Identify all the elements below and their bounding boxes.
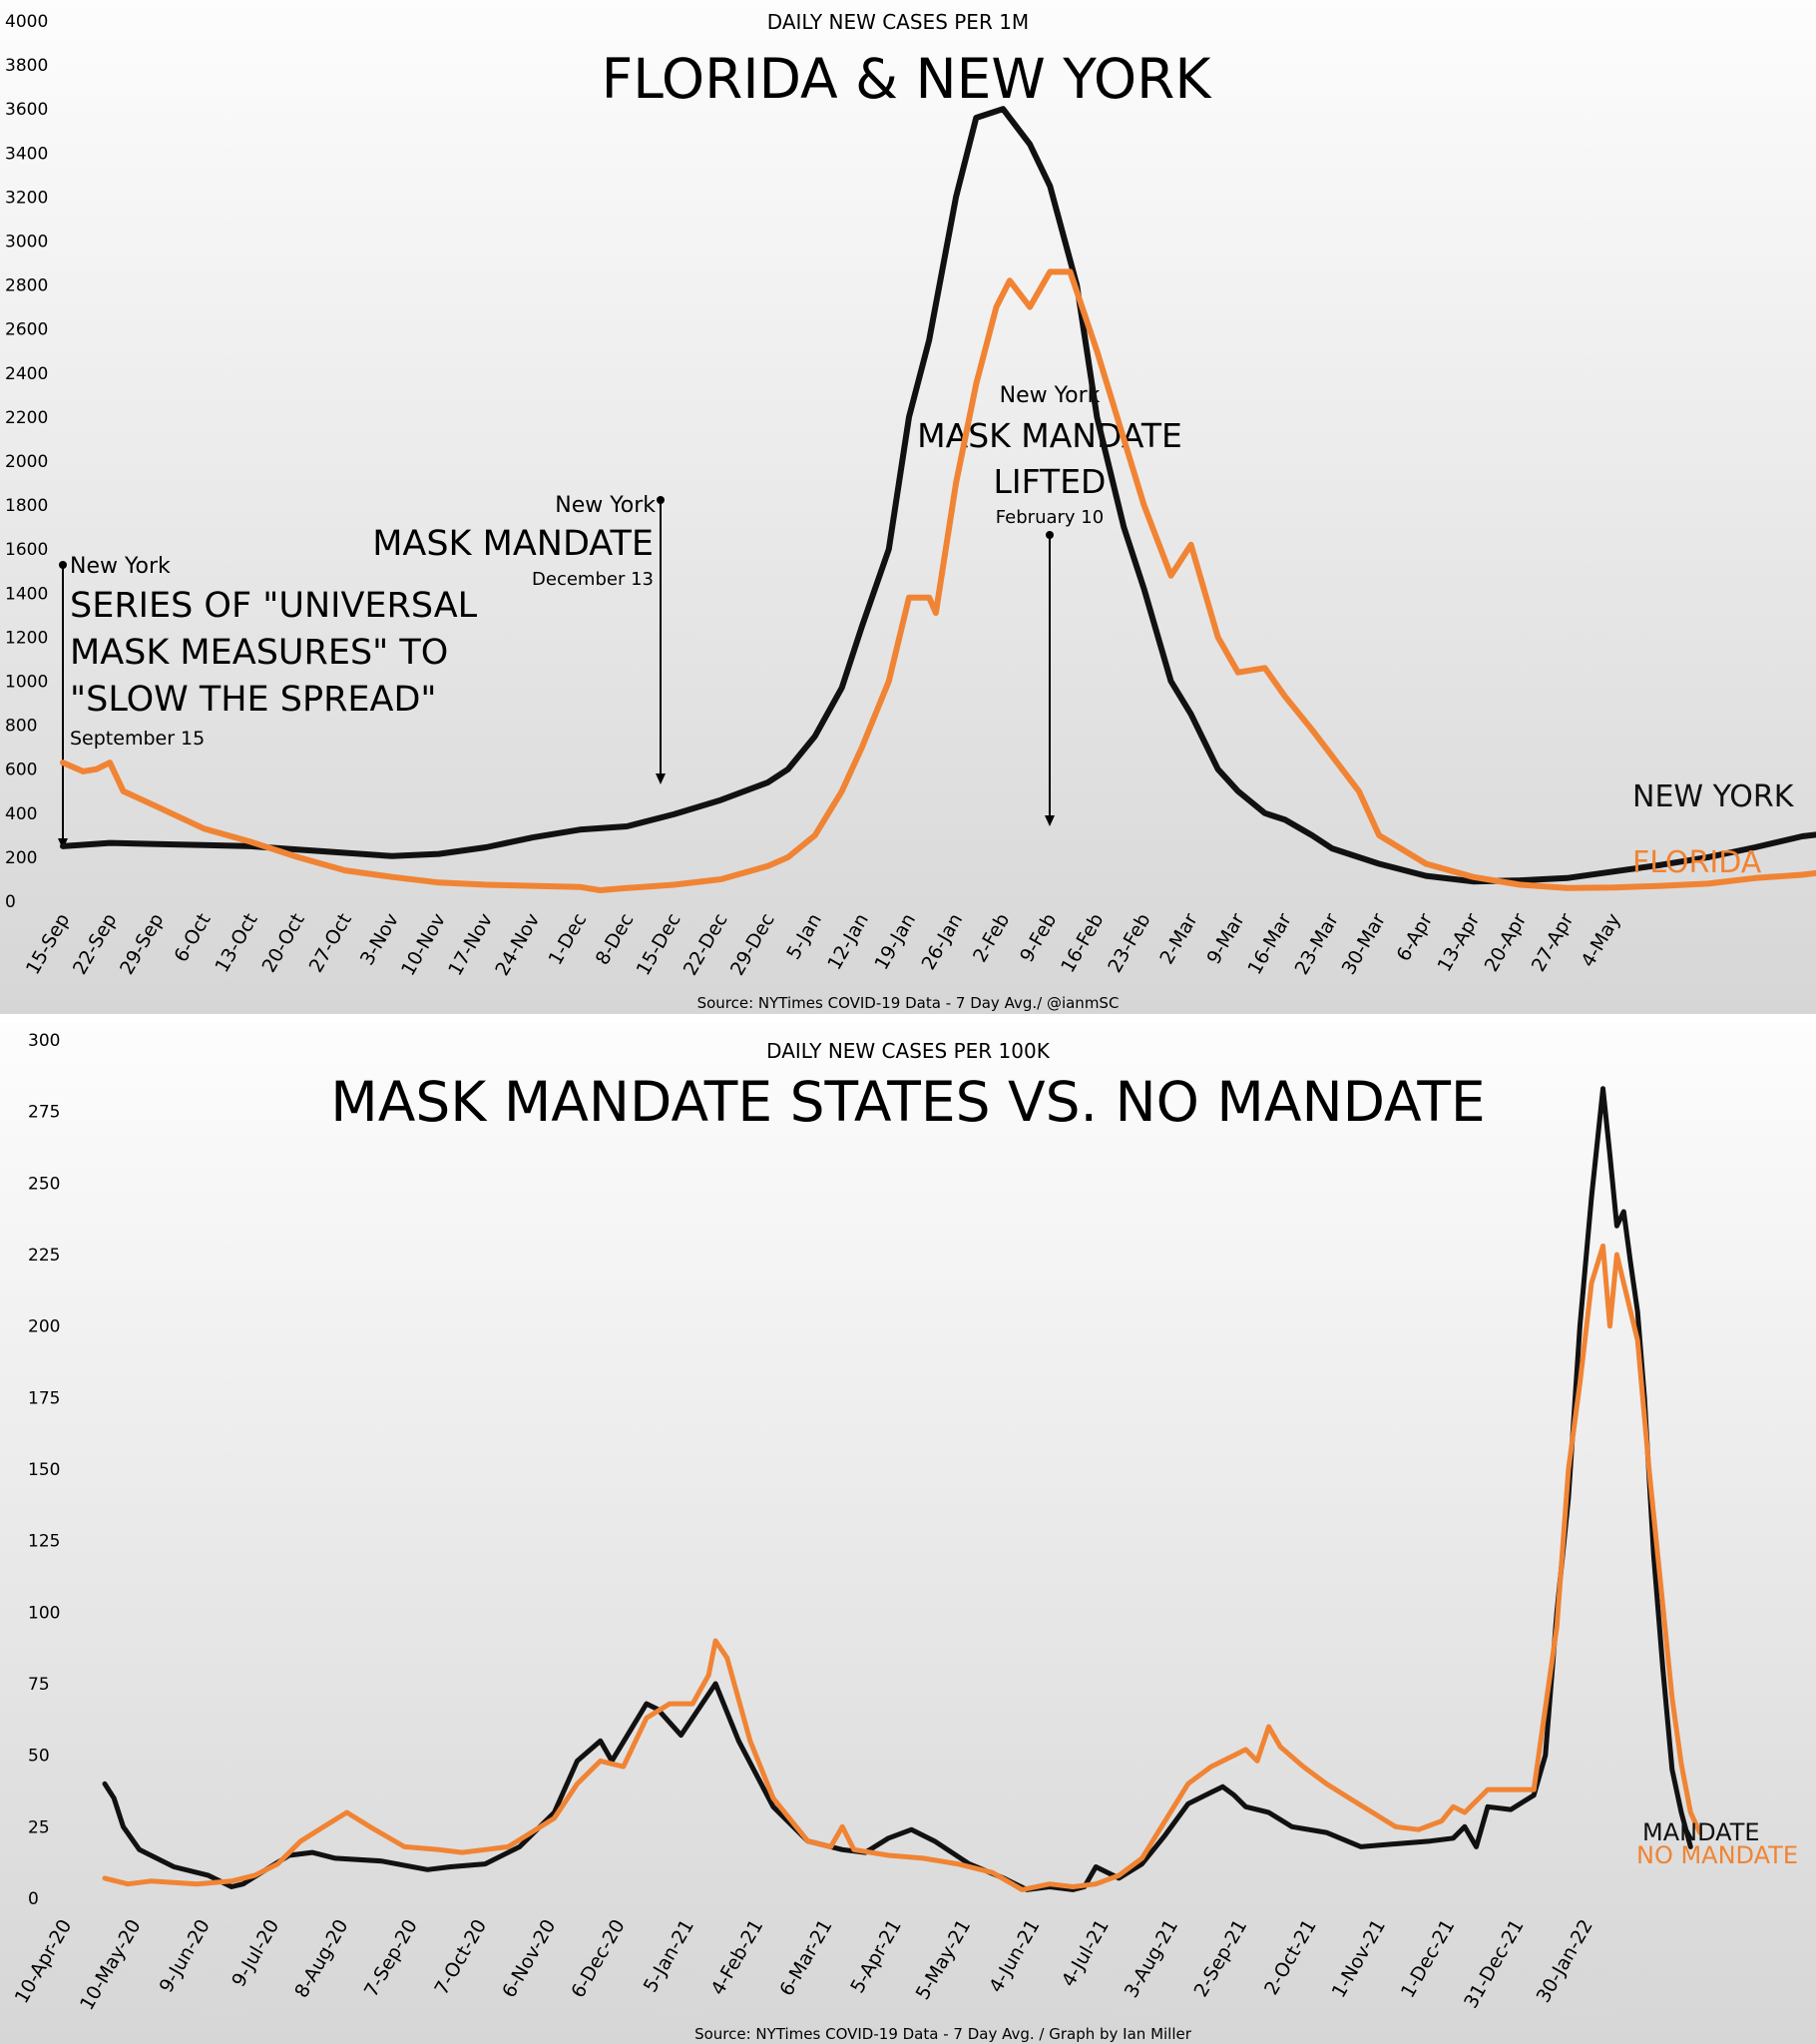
y-tick-2: 175 <box>28 1388 60 1408</box>
annotation-sep-dot <box>59 561 67 569</box>
annotation-feb-place: New York <box>1000 383 1101 408</box>
y-tick-2: 300 <box>28 1031 60 1051</box>
y-tick-1: 1000 <box>5 673 48 693</box>
y-tick-1: 2800 <box>5 276 48 296</box>
y-tick-1: 1200 <box>5 628 48 648</box>
y-tick-1: 1800 <box>5 496 48 516</box>
annotation-dec-date: December 13 <box>532 569 654 590</box>
y-tick-1: 4000 <box>5 12 48 32</box>
chart-1-title: FLORIDA & NEW YORK <box>602 47 1213 111</box>
annotation-dec-dot <box>657 496 665 504</box>
annotation-dec-place: New York <box>555 493 656 518</box>
annotation-sep-place: New York <box>70 554 171 579</box>
y-tick-2: 150 <box>28 1460 60 1480</box>
series-line-no-mandate <box>102 1243 1702 1892</box>
y-tick-2: 50 <box>28 1747 50 1767</box>
legend-no-mandate: NO MANDATE <box>1636 1841 1798 1869</box>
y-tick-2: 25 <box>28 1817 50 1837</box>
series-line-new-york <box>60 106 1816 885</box>
y-tick-2: 125 <box>28 1532 60 1552</box>
chart-2-subtitle: DAILY NEW CASES PER 100K <box>766 1039 1051 1063</box>
annotation-sep-date: September 15 <box>70 728 205 750</box>
y-tick-1: 3800 <box>5 56 48 76</box>
chart-2-title: MASK MANDATE STATES VS. NO MANDATE <box>330 1070 1485 1134</box>
chart-1-source: Source: NYTimes COVID-19 Data - 7 Day Av… <box>697 994 1120 1012</box>
y-tick-1: 2000 <box>5 452 48 472</box>
annotation-sep: New York SERIES OF "UNIVERSAL MASK MEASU… <box>58 554 478 849</box>
legend-new-york: NEW YORK <box>1632 779 1795 814</box>
chart-2-source: Source: NYTimes COVID-19 Data - 7 Day Av… <box>694 2025 1192 2043</box>
panel-2-background <box>0 1022 1816 2044</box>
y-tick-2: 0 <box>28 1889 39 1909</box>
legend-mandate: MANDATE <box>1642 1818 1760 1846</box>
annotation-sep-line-1: SERIES OF "UNIVERSAL <box>70 586 478 626</box>
series-line-florida <box>60 268 1816 893</box>
y-tick-2: 250 <box>28 1174 60 1194</box>
annotation-dec: New York MASK MANDATE December 13 <box>372 493 666 784</box>
annotation-feb-dot <box>1046 531 1054 539</box>
annotation-sep-line-3: "SLOW THE SPREAD" <box>70 680 437 720</box>
legend-florida: FLORIDA <box>1632 845 1762 880</box>
y-tick-1: 600 <box>5 761 37 780</box>
y-tick-1: 2400 <box>5 364 48 384</box>
y-tick-2: 200 <box>28 1317 60 1337</box>
annotation-dec-line-1: MASK MANDATE <box>372 524 654 564</box>
y-tick-1: 3200 <box>5 188 48 208</box>
y-tick-1: 2200 <box>5 408 48 428</box>
chart-1-subtitle: DAILY NEW CASES PER 1M <box>767 10 1029 34</box>
chart-2-series-lines <box>102 1086 1702 1892</box>
chart-2-y-axis: 0 25 50 75 100 125 150 175 200 225 250 275 300 <box>28 1031 60 1909</box>
chart-1-series-lines <box>60 106 1816 893</box>
y-tick-1: 3600 <box>5 100 48 120</box>
y-tick-1: 1400 <box>5 584 48 604</box>
y-tick-2: 100 <box>28 1603 60 1623</box>
y-tick-1: 1600 <box>5 540 48 560</box>
y-tick-1: 0 <box>5 892 16 912</box>
y-tick-1: 200 <box>5 848 37 868</box>
y-tick-1: 400 <box>5 804 37 824</box>
panel-divider <box>0 1014 1816 1022</box>
annotation-feb-arrowhead <box>1045 815 1055 826</box>
y-tick-2: 275 <box>28 1103 60 1123</box>
y-tick-2: 225 <box>28 1246 60 1266</box>
annotation-feb-date: February 10 <box>996 507 1104 528</box>
chart-1-y-axis: 0 200 400 600 800 1000 1200 1400 1600 1800 2000 220… <box>5 12 48 912</box>
y-tick-1: 3000 <box>5 233 48 253</box>
annotation-feb-line-1: MASK MANDATE <box>917 416 1182 455</box>
annotation-sep-line-2: MASK MEASURES" TO <box>70 633 448 673</box>
y-tick-1: 800 <box>5 717 37 737</box>
y-tick-1: 3400 <box>5 144 48 164</box>
y-tick-1: 2600 <box>5 320 48 340</box>
annotation-feb-line-2: LIFTED <box>994 462 1107 501</box>
panel-1-background <box>0 0 1816 1014</box>
y-tick-2: 75 <box>28 1675 50 1695</box>
annotation-dec-arrowhead <box>656 773 666 784</box>
